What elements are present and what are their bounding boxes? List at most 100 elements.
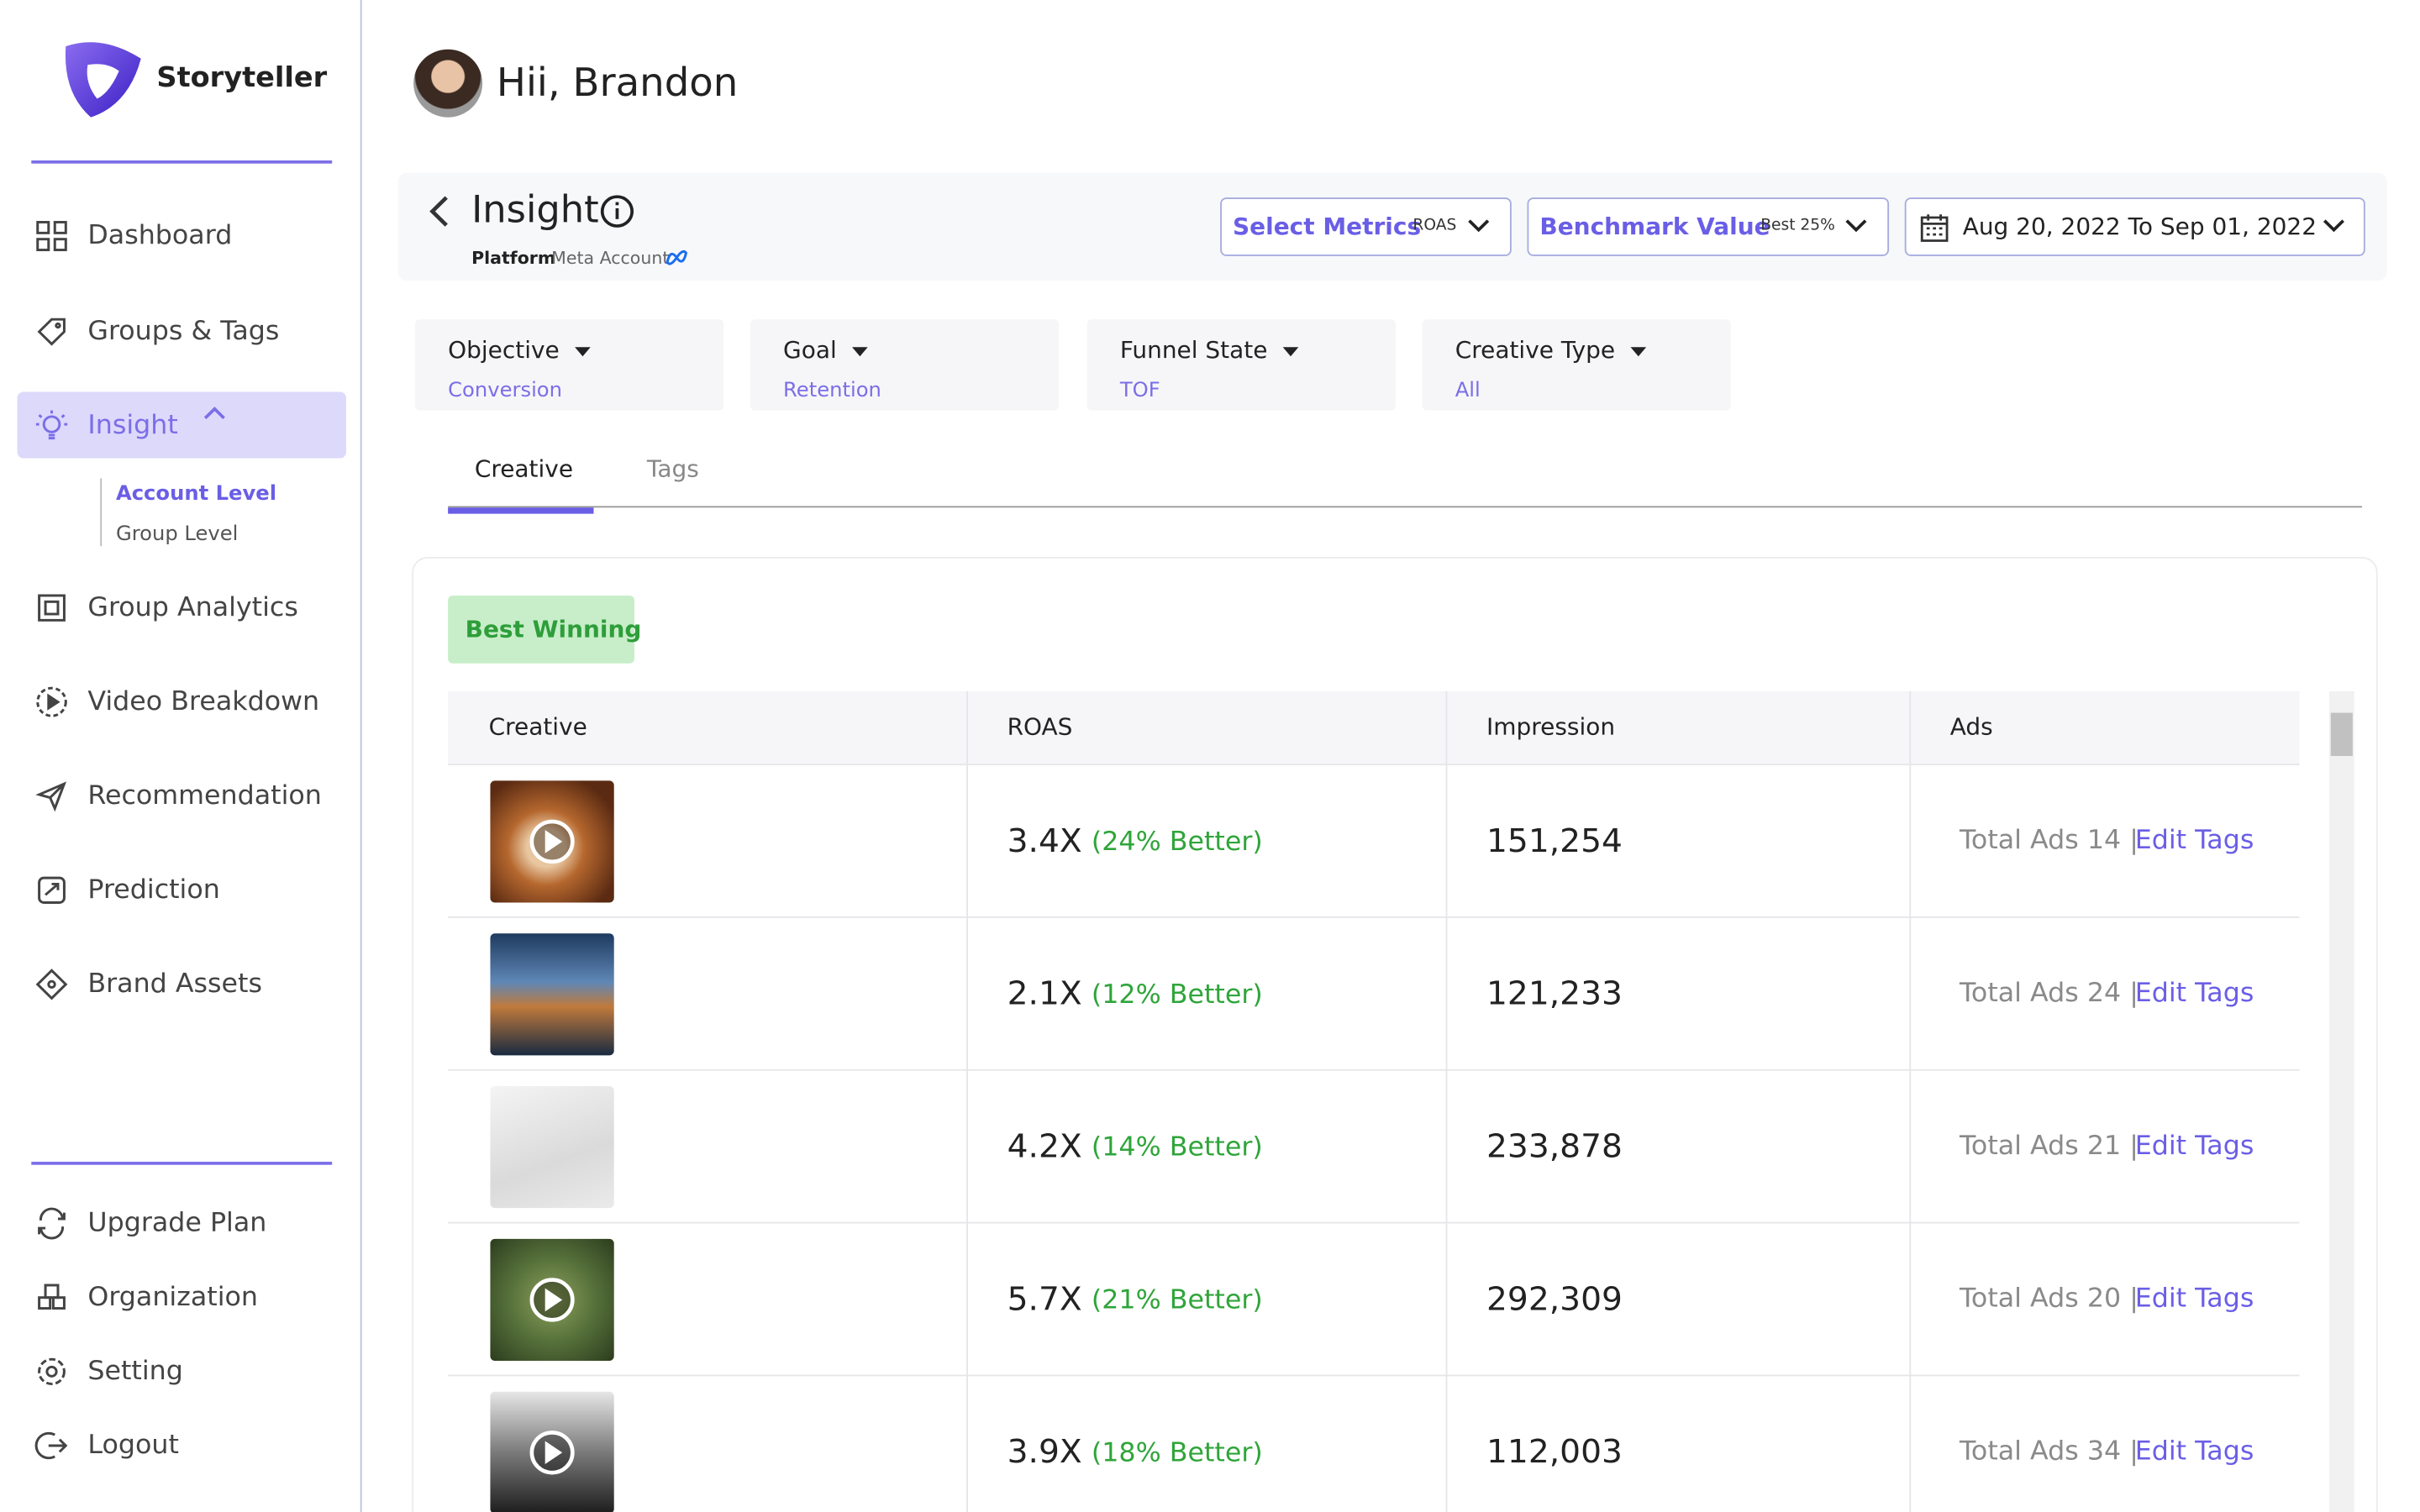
select-metrics-label: Select Metrics	[1233, 213, 1422, 241]
sub-nav-item[interactable]: Group Level	[115, 522, 239, 547]
scrollbar[interactable]	[2328, 690, 2354, 1512]
nav-item[interactable]: Brand Assets	[34, 966, 262, 1003]
active-tab-indicator	[448, 507, 594, 514]
brand-name: Storyteller	[156, 61, 328, 95]
thumbnail[interactable]	[490, 933, 614, 1056]
nav-label: Setting	[87, 1356, 183, 1388]
nav-item[interactable]: Upgrade Plan	[34, 1205, 266, 1242]
caret	[1615, 336, 1647, 364]
caret	[560, 336, 592, 364]
filter-label: Funnel State	[1120, 339, 1299, 363]
ads-total: Total Ads 24 |	[1959, 978, 2139, 1010]
table-header	[448, 690, 2300, 764]
play-icon	[529, 1278, 575, 1322]
impression: 292,309	[1486, 1280, 1623, 1318]
platform-value: Meta Account	[551, 248, 670, 269]
roas-delta: (18% Better)	[1091, 1437, 1263, 1469]
column-divider	[966, 690, 969, 1512]
row-divider	[448, 916, 2300, 918]
roas-delta: (12% Better)	[1091, 979, 1263, 1011]
benchmark[interactable]	[1527, 197, 1890, 256]
nav-item[interactable]: Insight	[34, 406, 256, 444]
select-metrics[interactable]	[1220, 197, 1512, 256]
chevron	[2323, 219, 2344, 233]
platform-label: Platform	[471, 248, 556, 269]
filter[interactable]	[414, 319, 724, 411]
nav-label: Upgrade Plan	[87, 1208, 267, 1239]
roas-value: 4.2X	[1007, 1127, 1082, 1165]
row-divider	[448, 1374, 2300, 1377]
caret	[1267, 336, 1299, 364]
edit-tags[interactable]: Edit Tags	[2134, 1284, 2254, 1315]
nav-item[interactable]: Setting	[34, 1353, 183, 1390]
chevron	[1845, 219, 1867, 233]
nav-item[interactable]: Groups & Tags	[34, 313, 279, 350]
column-header: Impression	[1486, 712, 1616, 741]
date-picker[interactable]	[1904, 197, 2365, 256]
benchmark-label: Benchmark Value	[1539, 213, 1770, 241]
select-metrics-value: ROAS	[1413, 217, 1457, 235]
edit-tags[interactable]: Edit Tags	[2134, 1131, 2254, 1163]
tab[interactable]: Tags	[646, 454, 699, 483]
edit-tags[interactable]: Edit Tags	[2134, 825, 2254, 857]
roas-value: 5.7X	[1007, 1280, 1082, 1318]
badge-bg	[448, 595, 634, 664]
nav-label: Groups & Tags	[87, 316, 280, 348]
filter[interactable]	[1422, 319, 1731, 411]
calendar-icon	[1920, 214, 1949, 242]
column-header: ROAS	[1007, 712, 1073, 741]
nav-item[interactable]: Group Analytics	[34, 590, 298, 627]
thumbnail[interactable]	[490, 780, 614, 903]
nav-item[interactable]: Prediction	[34, 872, 220, 909]
filter-value: All	[1455, 379, 1481, 403]
thumbnail[interactable]	[490, 1391, 614, 1512]
thumbnail[interactable]	[490, 1086, 614, 1209]
avatar	[413, 49, 483, 118]
back-button[interactable]	[423, 193, 454, 230]
scroll-thumb[interactable]	[2330, 712, 2353, 756]
caret	[837, 336, 869, 364]
filter[interactable]	[1086, 319, 1396, 411]
nav-item[interactable]: Recommendation	[34, 778, 322, 815]
nav-item[interactable]: Organization	[34, 1279, 258, 1316]
roas-delta: (24% Better)	[1091, 827, 1263, 858]
edit-tags[interactable]: Edit Tags	[2134, 978, 2254, 1010]
nav-label: Organization	[87, 1282, 258, 1314]
filter-value: Conversion	[448, 379, 563, 403]
divider	[31, 1162, 333, 1165]
roas-delta: (14% Better)	[1091, 1132, 1263, 1163]
badge: Best Winning	[465, 615, 642, 643]
nav-label: Logout	[87, 1430, 179, 1462]
filter-label: Objective	[448, 336, 592, 364]
column-divider	[1445, 690, 1448, 1512]
sub-nav-item[interactable]: Account Level	[115, 482, 277, 507]
tab[interactable]: Creative	[474, 454, 574, 483]
filter[interactable]	[750, 319, 1060, 411]
roas-value: 3.9X	[1007, 1433, 1082, 1471]
row-divider	[448, 1068, 2300, 1071]
benchmark-value: Best 25%	[1760, 217, 1835, 235]
nav-item[interactable]: Video Breakdown	[34, 684, 319, 721]
nav-label: Prediction	[87, 874, 220, 906]
nav-item[interactable]: Dashboard	[34, 218, 232, 255]
chevron	[1468, 219, 1490, 233]
play-icon	[529, 1431, 575, 1475]
ads-total: Total Ads 20 |	[1959, 1284, 2139, 1315]
tab-line	[448, 506, 2363, 508]
nav-item[interactable]: Logout	[34, 1427, 179, 1464]
sub-line	[100, 478, 103, 547]
thumbnail[interactable]	[490, 1238, 614, 1361]
info-icon[interactable]	[600, 194, 638, 231]
row-divider	[448, 764, 2300, 766]
roas-value: 3.4X	[1007, 822, 1082, 860]
column-header: Creative	[488, 712, 587, 741]
date-range: Aug 20, 2022 To Sep 01, 2022	[1962, 213, 2317, 241]
impression: 151,254	[1486, 822, 1623, 860]
logo	[65, 42, 141, 118]
edit-tags[interactable]: Edit Tags	[2134, 1436, 2254, 1467]
nav-label: Video Breakdown	[87, 686, 320, 718]
ads-total: Total Ads 14 |	[1959, 825, 2139, 857]
sidebar: Storyteller Dashboard Groups & Tags Insigh…	[0, 0, 362, 1512]
